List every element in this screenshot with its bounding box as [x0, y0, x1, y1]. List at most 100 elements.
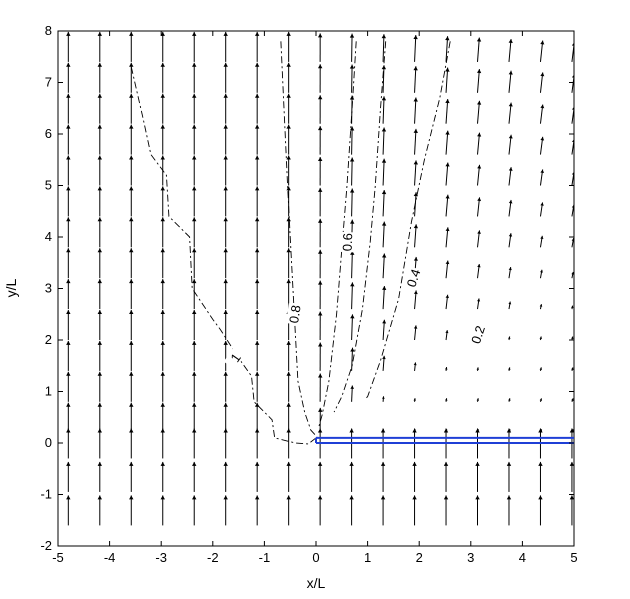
contour-label-bg: [403, 266, 423, 290]
quiver-arrow: [508, 267, 512, 279]
x-tick-label: -2: [207, 550, 219, 565]
quiver-arrow: [192, 31, 197, 62]
quiver-arrow: [539, 336, 542, 341]
quiver-arrow: [66, 402, 71, 433]
quiver-arrow: [571, 74, 574, 93]
quiver-arrow: [129, 93, 134, 124]
quiver-arrow: [66, 155, 71, 186]
quiver-arrow: [349, 157, 355, 186]
quiver-arrow: [539, 202, 544, 217]
quiver-arrow: [192, 62, 197, 93]
quiver-arrow: [129, 124, 134, 155]
quiver-arrow: [66, 186, 71, 217]
y-tick-label: 1: [45, 384, 52, 399]
quiver-arrow: [286, 428, 291, 459]
quiver-arrow: [445, 294, 450, 310]
quiver-arrow: [223, 371, 228, 402]
quiver-arrow: [66, 340, 71, 371]
quiver-arrow: [508, 301, 512, 310]
quiver-arrow: [382, 396, 385, 402]
x-tick-label: 2: [416, 550, 423, 565]
quiver-arrow: [508, 70, 513, 93]
quiver-arrow: [160, 31, 165, 62]
quiver-arrow: [477, 164, 482, 186]
quiver-arrow: [539, 40, 545, 62]
quiver-arrow: [286, 155, 291, 186]
y-axis: -2 -1 0 1 2 3 4 5 6 7 8: [40, 23, 574, 553]
quiver-arrow: [539, 235, 544, 248]
quiver-arrow: [66, 62, 71, 93]
quiver-arrow: [477, 230, 481, 248]
quiver-arrow: [192, 155, 197, 186]
quiver-arrow: [350, 347, 355, 371]
quiver-arrow: [508, 167, 513, 186]
quiver-arrow: [445, 67, 450, 93]
quiver-arrow: [97, 461, 102, 492]
quiver-arrow: [382, 355, 386, 371]
quiver-arrow: [539, 367, 543, 372]
quiver-arrow: [254, 461, 260, 492]
quiver-arrow: [160, 124, 165, 155]
quiver-arrow: [223, 124, 228, 155]
quiver-arrow: [129, 495, 134, 526]
quiver-arrow: [223, 279, 228, 310]
quiver-arrow: [349, 95, 355, 124]
quiver-arrow: [508, 199, 513, 217]
x-tick-label: 0: [312, 550, 319, 565]
quiver-arrow: [223, 248, 228, 279]
quiver-arrow: [97, 279, 102, 310]
y-tick-label: 5: [45, 178, 52, 193]
quiver-arrow: [286, 340, 291, 371]
quiver-arrow: [97, 310, 102, 340]
quiver-arrow: [506, 461, 512, 492]
quiver-arrow: [192, 310, 197, 340]
quiver-arrow: [66, 495, 71, 526]
quiver-arrow: [477, 197, 482, 217]
contour-label-bg: [339, 231, 355, 253]
quiver-arrow: [318, 280, 323, 310]
quiver-arrow: [413, 325, 418, 341]
y-tick-label: 7: [45, 75, 52, 90]
contour-line: [280, 41, 318, 438]
quiver-arrow: [160, 461, 165, 492]
quiver-arrow: [571, 106, 574, 124]
y-axis-title: y/L: [3, 278, 19, 297]
quiver-arrow: [508, 367, 511, 372]
quiver-arrow: [160, 428, 165, 459]
quiver-arrow: [381, 96, 387, 124]
quiver-arrow: [380, 495, 386, 526]
quiver-arrow: [507, 336, 511, 341]
quiver-arrow: [97, 428, 102, 459]
quiver-arrow: [350, 282, 355, 310]
quiver-arrow: [475, 461, 480, 492]
quiver-arrow: [129, 402, 134, 433]
quiver-arrow: [443, 495, 449, 526]
quiver-arrow: [254, 248, 260, 279]
quiver-arrow: [223, 217, 228, 248]
quiver-arrow: [571, 336, 574, 341]
contour-line: [130, 66, 317, 445]
quiver-arrow: [412, 495, 417, 526]
quiver-arrow: [160, 310, 165, 340]
quiver-arrow: [381, 429, 385, 433]
quiver-arrow: [66, 371, 71, 402]
quiver-arrow: [538, 461, 543, 492]
quiver-arrow: [192, 217, 197, 248]
quiver-arrow: [443, 461, 449, 492]
quiver-arrow: [571, 271, 574, 279]
quiver-arrow: [160, 340, 165, 371]
quiver-arrow: [318, 311, 323, 341]
quiver-arrow: [317, 461, 323, 492]
quiver-arrow: [569, 495, 574, 526]
quiver-arrow: [192, 93, 197, 124]
quiver-arrow: [538, 495, 543, 526]
quiver-arrow: [317, 126, 323, 155]
quiver-arrow: [286, 371, 291, 402]
quiver-arrow: [413, 66, 418, 93]
quiver-arrow: [160, 217, 165, 248]
quiver-arrow: [66, 310, 71, 340]
quiver-arrow: [477, 263, 481, 279]
quiver-arrow: [192, 124, 197, 155]
quiver-arrow: [160, 279, 165, 310]
